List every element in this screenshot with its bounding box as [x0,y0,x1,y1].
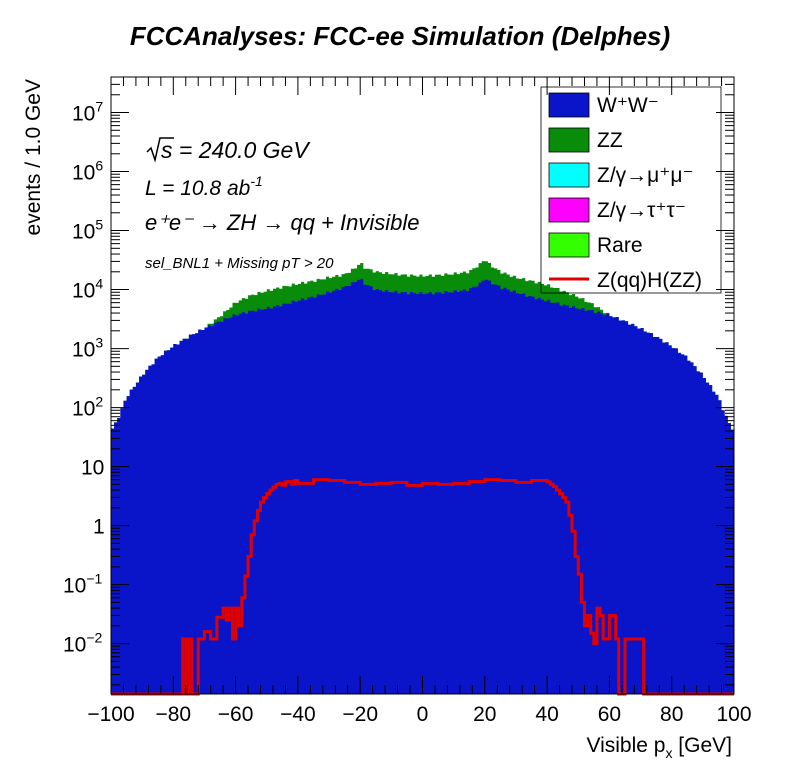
x-tick-label: 100 [716,703,751,726]
luminosity-exp: -1 [250,173,262,189]
x-axis-title-main: Visible p [586,734,665,757]
x-tick-label: −100 [87,703,134,726]
x-tick-label: 80 [660,703,683,726]
y-axis-title: events / 1.0 GeV [22,79,45,235]
luminosity-text: L = 10.8 ab-1 [145,173,263,200]
y-tick-label: 103 [72,335,103,362]
y-tick-label: 10−2 [63,630,103,657]
legend-label-w-w: W⁺W⁻ [597,94,659,117]
y-tick-label: 10 [81,457,104,480]
legend-label-z: Z/γ→μ⁺μ⁻ [597,164,694,187]
x-axis-title: Visible px [GeV] [586,734,732,761]
signal-histogram [111,478,734,696]
x-axis-ticks: −100 −80 −60 −40 −20 0 20 40 60 80 100 [87,77,752,726]
legend-swatch-z [548,197,590,223]
sqrt-s-annotation: s = 240.0 GeV [146,137,311,163]
x-axis-title-sub: x [665,745,672,761]
y-axis-ticks: 10−2 10−1 1 10 102 103 104 105 106 107 [63,83,734,686]
sqrt-symbol [146,137,174,163]
x-tick-label: 0 [417,703,429,726]
y-tick-label: 10−1 [63,571,103,598]
legend-label-rare: Rare [597,234,643,257]
y-tick-label: 102 [72,394,103,421]
y-tick-label: 105 [72,217,103,244]
x-tick-label: −80 [155,703,191,726]
y-tick-label: 106 [72,158,103,185]
stacked-histograms [111,261,734,694]
x-tick-label: −60 [218,703,254,726]
hist-signal-line [111,478,734,696]
sqrt-s-text: s = 240.0 GeV [161,137,311,163]
legend-swatch-w-w [548,92,590,118]
y-tick-label: 1 [93,516,105,539]
x-tick-label: 20 [473,703,496,726]
x-tick-label: 60 [598,703,621,726]
legend-swatch-z [548,162,590,188]
y-tick-label: 107 [72,99,103,126]
legend-label-zz: ZZ [597,129,623,152]
annotations: s = 240.0 GeV L = 10.8 ab-1 e⁺e⁻ → ZH → … [145,137,420,272]
x-tick-label: 40 [535,703,558,726]
y-tick-label: 104 [72,276,103,303]
legend: W⁺W⁻ ZZ Z/γ→μ⁺μ⁻ Z/γ→τ⁺τ⁻ Rare Z(qq)H(ZZ) [540,86,722,294]
chart-title: FCCAnalyses: FCC-ee Simulation (Delphes) [130,21,670,51]
legend-box [540,86,722,294]
x-tick-label: −40 [280,703,316,726]
process-text: e⁺e⁻ → ZH → qq + Invisible [145,210,420,235]
legend-label-z: Z/γ→τ⁺τ⁻ [597,199,686,222]
x-tick-label: −20 [342,703,378,726]
luminosity-main: L = 10.8 ab [145,177,251,200]
selection-text: sel_BNL1 + Missing pT > 20 [145,255,334,272]
legend-swatch-zz [548,127,590,153]
legend-swatch-rare [548,232,590,258]
x-axis-title-unit: [GeV] [672,734,732,757]
legend-label-z-qq-h-zz: Z(qq)H(ZZ) [597,269,702,292]
